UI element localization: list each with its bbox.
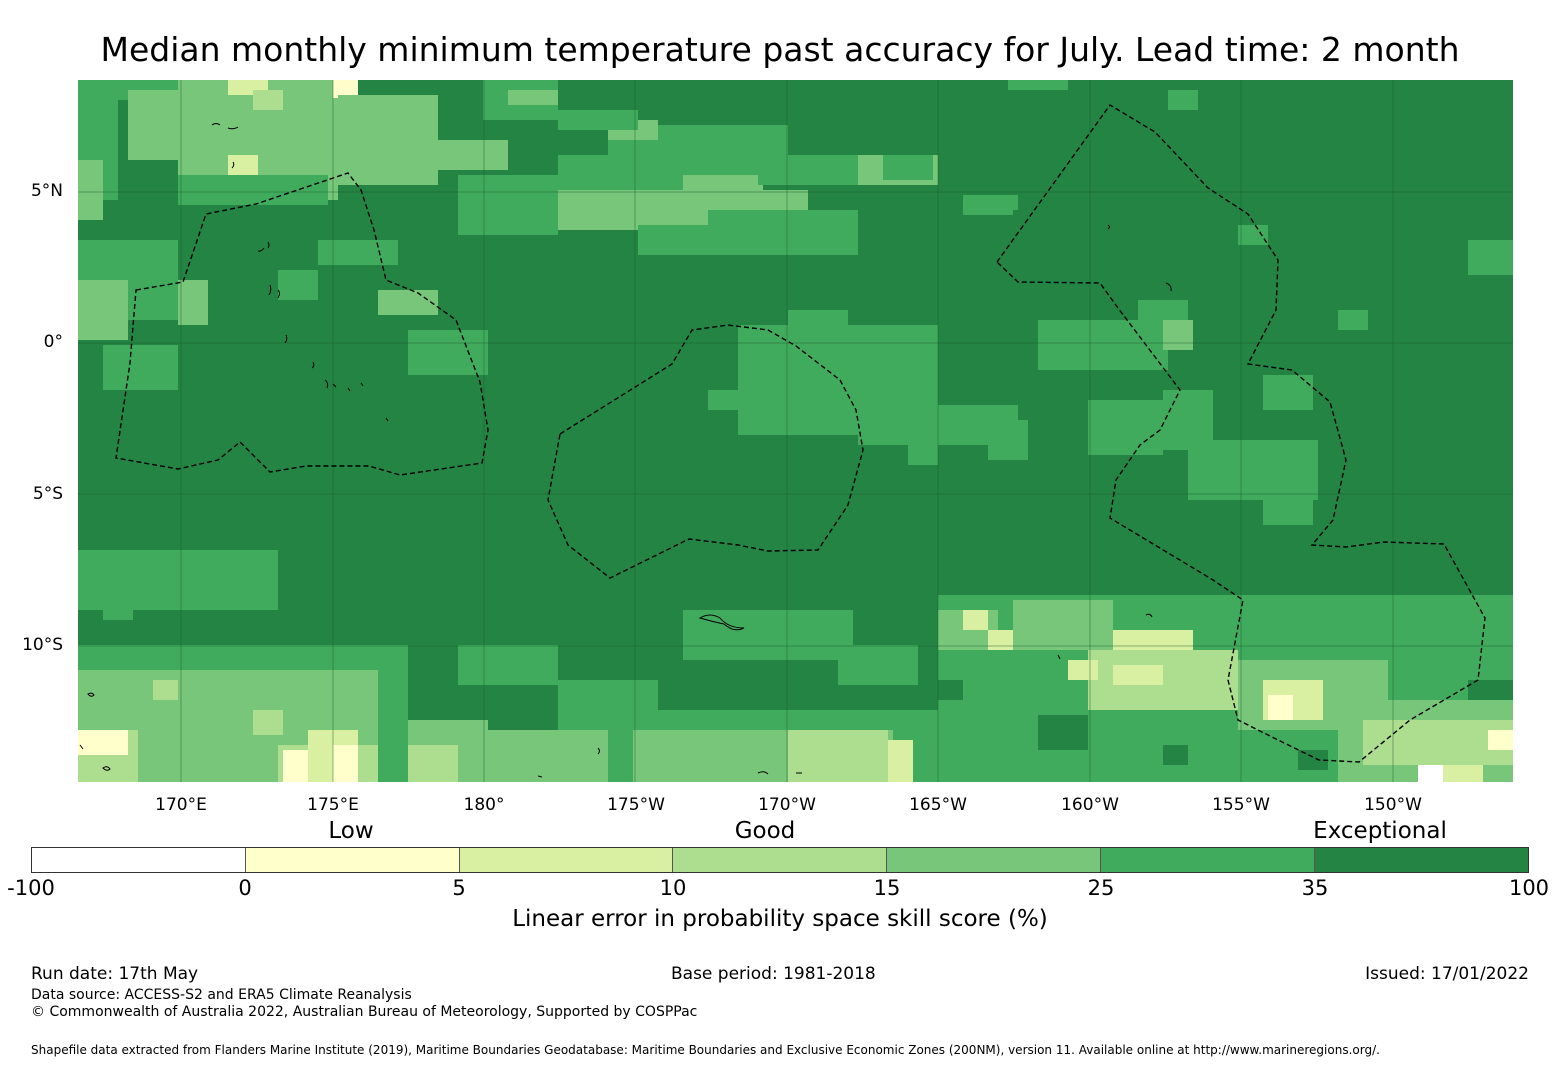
lat-label-5n: 5°N	[30, 181, 63, 201]
lon-label-160w: 160°W	[1061, 795, 1119, 815]
graticule	[78, 80, 1513, 782]
eez-boundary-east	[996, 104, 1486, 763]
map-title: Median monthly minimum temperature past …	[100, 30, 1460, 69]
colorbar-tick: -100	[7, 876, 55, 900]
lon-label-175w: 175°W	[607, 795, 665, 815]
colorbar-segment-2	[245, 848, 460, 872]
legend-category-low: Low	[328, 818, 374, 844]
colorbar-tick: 100	[1508, 876, 1550, 900]
lon-label-170e: 170°E	[155, 795, 207, 815]
issued-date: Issued: 17/01/2022	[1365, 964, 1529, 984]
colorbar-segment-6	[1100, 848, 1315, 872]
lon-label-170w: 170°W	[758, 795, 816, 815]
lat-label-5s: 5°S	[32, 484, 63, 504]
colorbar-segment-3	[459, 848, 674, 872]
eez-boundary-west	[115, 172, 489, 476]
lat-label-0: 0°	[43, 332, 63, 352]
colorbar-tick: 5	[452, 876, 466, 900]
lon-label-150w: 150°W	[1364, 795, 1422, 815]
colorbar-label: Linear error in probability space skill …	[512, 906, 1048, 932]
run-date: Run date: 17th May	[31, 964, 199, 984]
lon-label-165w: 165°W	[909, 795, 967, 815]
lon-label-175e: 175°E	[307, 795, 359, 815]
colorbar-tick: 25	[1087, 876, 1115, 900]
lon-label-180: 180°	[463, 795, 505, 815]
legend-category-exceptional: Exceptional	[1313, 818, 1447, 844]
lat-label-10s: 10°S	[22, 635, 63, 655]
eez-boundary-central	[547, 324, 864, 579]
colorbar-tick: 10	[659, 876, 687, 900]
colorbar-segment-7	[1314, 848, 1528, 872]
skill-patches	[78, 80, 1513, 782]
copyright-notice: © Commonwealth of Australia 2022, Austra…	[31, 1004, 698, 1020]
colorbar-segment-5	[887, 848, 1101, 872]
coastlines	[79, 123, 1172, 778]
legend-category-good: Good	[734, 818, 796, 844]
colorbar-segment-1	[32, 848, 246, 872]
shapefile-attribution: Shapefile data extracted from Flanders M…	[31, 1043, 1380, 1057]
skill-map[interactable]	[78, 80, 1513, 782]
lon-label-155w: 155°W	[1212, 795, 1270, 815]
colorbar	[31, 847, 1529, 873]
colorbar-tick: 15	[873, 876, 901, 900]
colorbar-tick: 35	[1301, 876, 1329, 900]
base-period: Base period: 1981-2018	[671, 964, 876, 984]
data-source: Data source: ACCESS-S2 and ERA5 Climate …	[31, 987, 412, 1003]
colorbar-tick: 0	[238, 876, 252, 900]
colorbar-segment-4	[673, 848, 888, 872]
eez-boundaries	[115, 104, 1486, 763]
